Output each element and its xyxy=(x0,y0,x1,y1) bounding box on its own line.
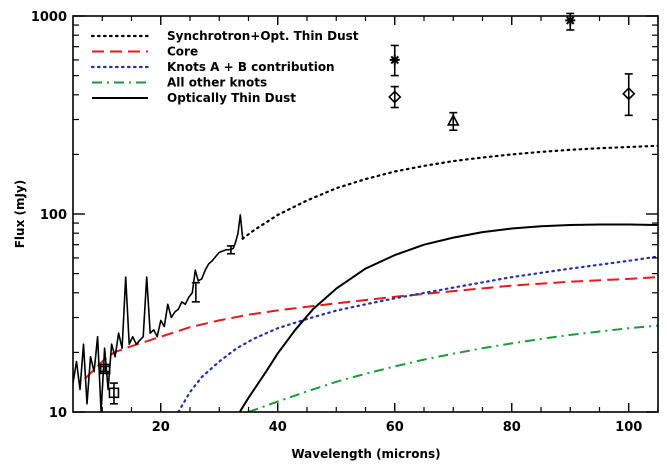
x-axis-label: Wavelength (microns) xyxy=(291,447,440,461)
legend-label-core: Core xyxy=(167,45,198,59)
square-marker xyxy=(99,363,111,375)
square-marker xyxy=(108,387,120,399)
triangle-marker xyxy=(446,113,460,126)
legend-label-optically-thin-dust: Optically Thin Dust xyxy=(167,91,296,105)
x-tick-label: 20 xyxy=(152,420,170,435)
marker-layer xyxy=(99,12,636,405)
diamond-marker xyxy=(388,90,402,104)
x-tick-label: 60 xyxy=(386,420,404,435)
tick-layer: 20 40 60 80 100 10 100 1000 xyxy=(31,10,659,435)
legend-label-synchrotron-opt-thin-dust: Synchrotron+Opt. Thin Dust xyxy=(167,29,359,43)
x-tick-label: 100 xyxy=(615,420,642,435)
legend-label-knots-a-b-contribution: Knots A + B contribution xyxy=(167,60,335,74)
y-tick-label: 1000 xyxy=(31,10,67,25)
legend-label-all-other-knots: All other knots xyxy=(167,76,267,90)
series-core-line xyxy=(83,276,658,380)
series-all-other-knots-line xyxy=(248,324,658,412)
series-layer xyxy=(73,144,658,412)
asterisk-marker xyxy=(389,54,400,65)
series-knots-a-b-contribution-line xyxy=(177,255,658,412)
diamond-marker xyxy=(622,87,636,101)
series-optically-thin-dust-line xyxy=(238,223,658,412)
series-synchrotron-opt-thin-dust-line xyxy=(241,144,658,240)
x-tick-label: 40 xyxy=(269,420,287,435)
y-tick-label: 10 xyxy=(49,406,67,421)
series-spectrum-line xyxy=(73,214,244,412)
plot-frame xyxy=(72,15,659,413)
y-axis-label: Flux (mJy) xyxy=(13,180,27,249)
y-tick-label: 100 xyxy=(40,208,67,223)
x-tick-label: 80 xyxy=(503,420,521,435)
